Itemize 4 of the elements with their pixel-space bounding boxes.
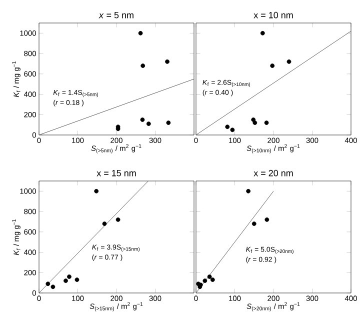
chart-title: x = 10 nm xyxy=(254,12,293,18)
chart-title: x = 15 nm xyxy=(96,170,136,176)
chart-title: x = 5 nm xyxy=(98,12,134,18)
chart-title: x = 20 nm xyxy=(254,170,293,176)
